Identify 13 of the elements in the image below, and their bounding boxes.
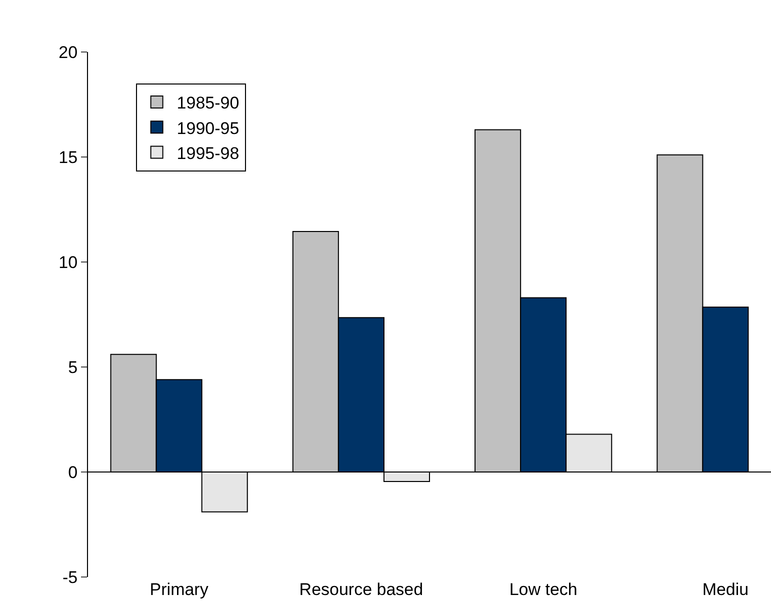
- x-tick-label: Resource based: [299, 580, 424, 599]
- x-tick-label: Low tech: [509, 580, 578, 599]
- y-tick-label: 15: [58, 148, 78, 167]
- y-tick-label: 10: [58, 252, 78, 272]
- x-tick-label: Mediu: [702, 580, 749, 599]
- y-tick-label: -5: [62, 568, 78, 587]
- legend-label: 1995-98: [176, 144, 240, 163]
- legend-label: 1990-95: [176, 118, 240, 138]
- y-tick-label: 5: [68, 358, 78, 377]
- x-tick-label: Primary: [150, 580, 209, 599]
- y-tick-label: 0: [68, 462, 78, 482]
- legend-label: 1985-90: [176, 94, 240, 113]
- y-tick-label: 20: [58, 42, 78, 62]
